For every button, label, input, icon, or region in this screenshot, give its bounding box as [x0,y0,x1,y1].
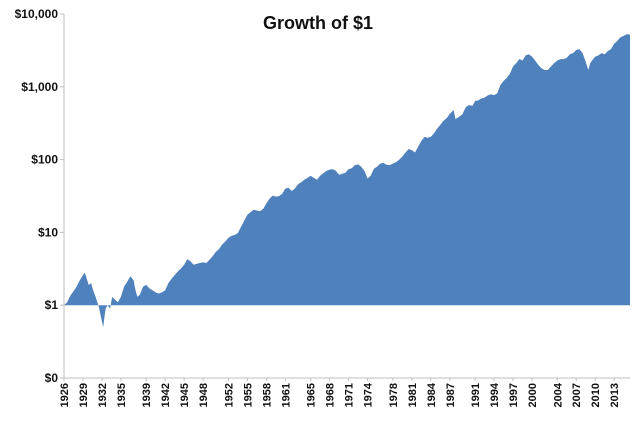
x-tick-label: 2004 [552,382,564,407]
x-tick-label: 1994 [489,382,501,407]
x-tick-label: 1961 [280,383,292,407]
x-tick-label: 1929 [78,383,90,407]
x-tick-label: 1974 [363,382,375,407]
x-tick-label: 1939 [141,383,153,407]
growth-area-series [64,34,630,328]
x-tick-label: 1942 [160,383,172,407]
x-tick-label: 1981 [407,383,419,407]
y-tick-label: $100 [31,153,58,167]
x-tick-label: 1932 [97,383,109,407]
x-tick-label: 1958 [261,383,273,407]
x-tick-label: 1948 [198,383,210,407]
y-tick-label: $10 [38,225,58,239]
x-tick-label: 1965 [306,383,318,407]
x-tick-label: 1968 [325,383,337,407]
x-tick-label: 1991 [470,383,482,407]
y-tick-label: $1,000 [21,80,58,94]
x-tick-label: 2013 [609,383,621,407]
y-tick-labels: $0 $1 $10 $100 $1,000 $10,000 [15,7,64,385]
x-tick-label: 1987 [445,383,457,407]
x-tick-label: 1955 [242,383,254,407]
x-tick-label: 1971 [344,383,356,407]
x-tick-labels: 1926 1929 1932 1935 1939 1942 1945 1948 1952 1955… [59,378,621,407]
x-tick-label: 2007 [571,383,583,407]
x-tick-label: 1952 [223,383,235,407]
x-tick-label: 1945 [179,383,191,407]
x-tick-label: 1935 [116,383,128,407]
chart-title: Growth of $1 [263,13,373,33]
y-tick-label: $1 [45,298,59,312]
y-tick-label: $0 [45,371,59,385]
y-tick-label: $10,000 [15,7,59,21]
x-tick-label: 2010 [590,383,602,407]
x-tick-label: 1997 [508,383,520,407]
x-tick-label: 2000 [527,383,539,407]
x-tick-label: 1926 [59,383,71,407]
x-tick-label: 1978 [388,383,400,407]
x-tick-label: 1984 [426,382,438,407]
